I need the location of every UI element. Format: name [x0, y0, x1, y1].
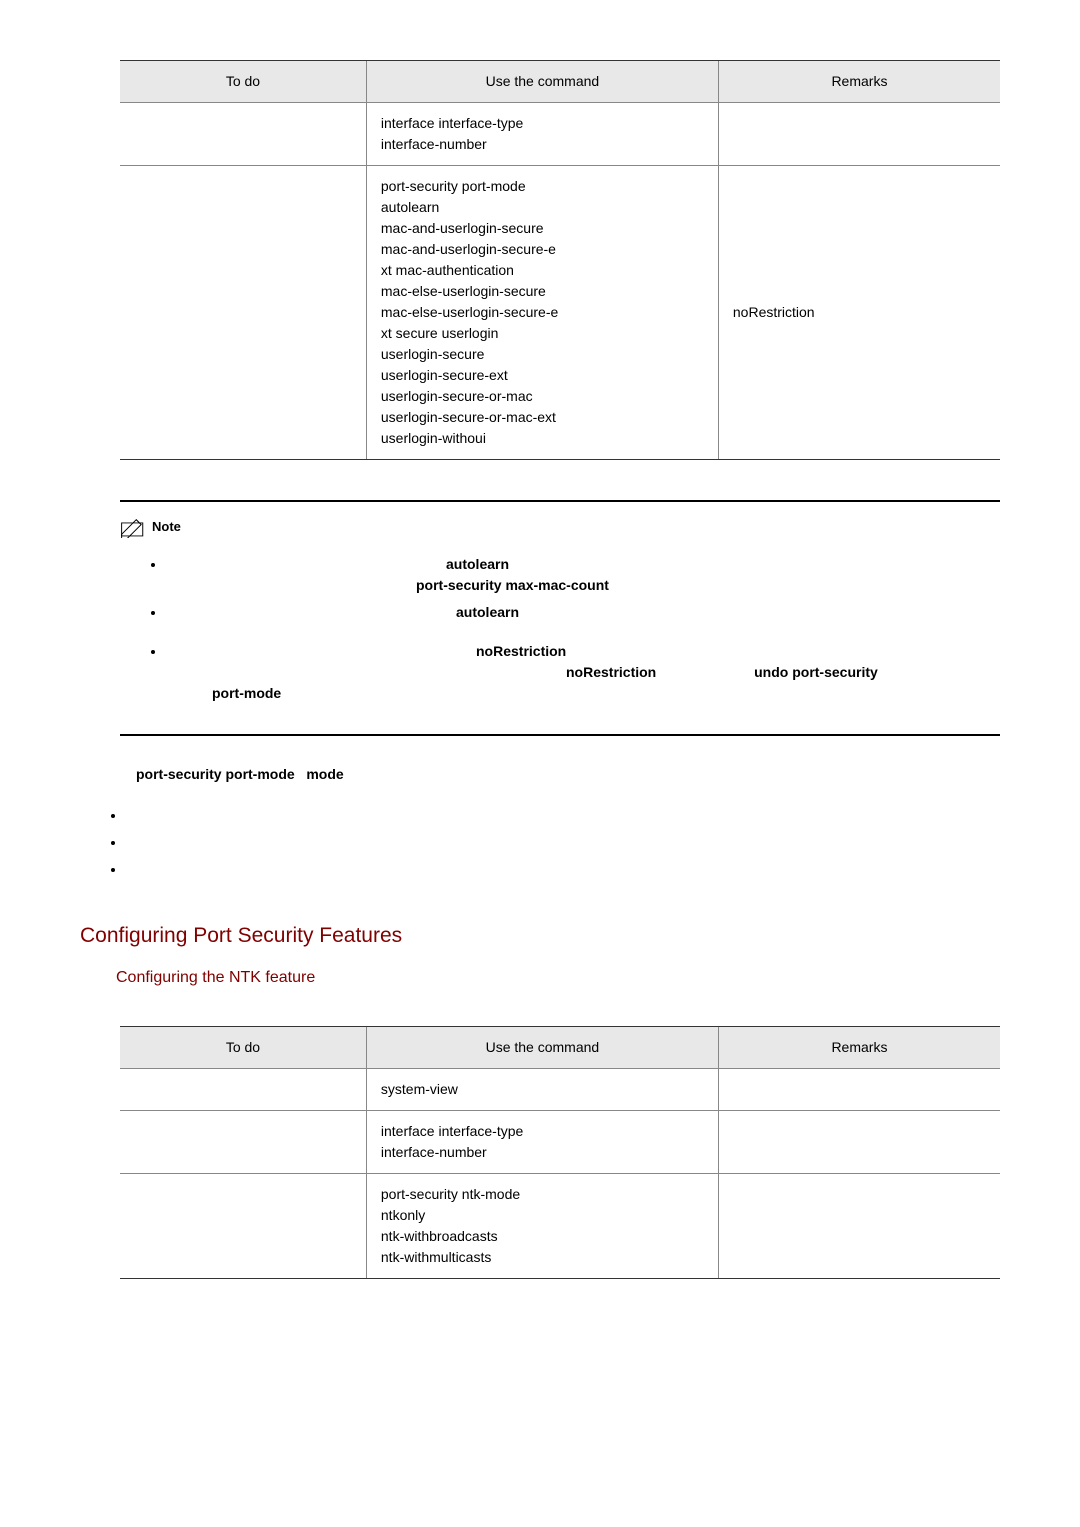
th-remarks: Remarks	[718, 61, 1000, 103]
cell-command: system-view	[366, 1068, 718, 1110]
cell-todo	[120, 1068, 366, 1110]
body-kw: port-security port-mode	[136, 766, 295, 782]
note-kw: port-mode	[212, 685, 281, 701]
note-icon	[120, 516, 146, 538]
note-kw: port-security max-mac-count	[416, 577, 609, 593]
list-item	[126, 805, 1000, 826]
note-header: Note	[120, 516, 1000, 538]
cell-remarks: noRestriction	[718, 166, 1000, 460]
cell-command: port-security ntk-mode ntkonly ntk-withb…	[366, 1173, 718, 1278]
note-list: autolearn port-security max-mac-count au…	[120, 554, 1000, 704]
cell-remarks	[718, 103, 1000, 166]
cell-remarks	[718, 1173, 1000, 1278]
note-kw: autolearn	[446, 556, 509, 572]
body-kw: mode	[306, 766, 343, 782]
note-item: autolearn	[166, 602, 1000, 623]
cell-command: port-security port-mode autolearn mac-an…	[366, 166, 718, 460]
cell-remarks	[718, 1110, 1000, 1173]
th-remarks: Remarks	[718, 1026, 1000, 1068]
table-row: interface interface-type interface-numbe…	[120, 103, 1000, 166]
cell-todo	[120, 166, 366, 460]
cell-remarks	[718, 1068, 1000, 1110]
note-item: autolearn port-security max-mac-count	[166, 554, 1000, 596]
th-todo: To do	[120, 61, 366, 103]
cell-todo	[120, 1173, 366, 1278]
note-label: Note	[152, 517, 181, 537]
table-row: interface interface-type interface-numbe…	[120, 1110, 1000, 1173]
note-block: Note autolearn port-security max-mac-cou…	[120, 500, 1000, 736]
list-item	[126, 832, 1000, 853]
note-kw: autolearn	[456, 604, 519, 620]
section-title: Configuring Port Security Features	[80, 920, 1000, 952]
cell-todo	[120, 1110, 366, 1173]
note-kw: undo port-security	[754, 664, 878, 680]
note-kw: noRestriction	[476, 643, 566, 659]
cell-todo	[120, 103, 366, 166]
table-row: system-view	[120, 1068, 1000, 1110]
table-row: port-security ntk-mode ntkonly ntk-withb…	[120, 1173, 1000, 1278]
body-paragraph: port-security port-mode mode	[136, 764, 1000, 785]
th-command: Use the command	[366, 1026, 718, 1068]
th-todo: To do	[120, 1026, 366, 1068]
ntk-mode-table: To do Use the command Remarks system-vie…	[120, 1026, 1000, 1279]
cell-command: interface interface-type interface-numbe…	[366, 1110, 718, 1173]
port-security-mode-table: To do Use the command Remarks interface …	[120, 60, 1000, 460]
cell-command: interface interface-type interface-numbe…	[366, 103, 718, 166]
body-list	[80, 805, 1000, 880]
list-item	[126, 859, 1000, 880]
subsection-title: Configuring the NTK feature	[116, 966, 1000, 990]
note-item: noRestriction noRestriction undo port-se…	[166, 641, 1000, 704]
th-command: Use the command	[366, 61, 718, 103]
note-kw: noRestriction	[566, 664, 656, 680]
table-row: port-security port-mode autolearn mac-an…	[120, 166, 1000, 460]
